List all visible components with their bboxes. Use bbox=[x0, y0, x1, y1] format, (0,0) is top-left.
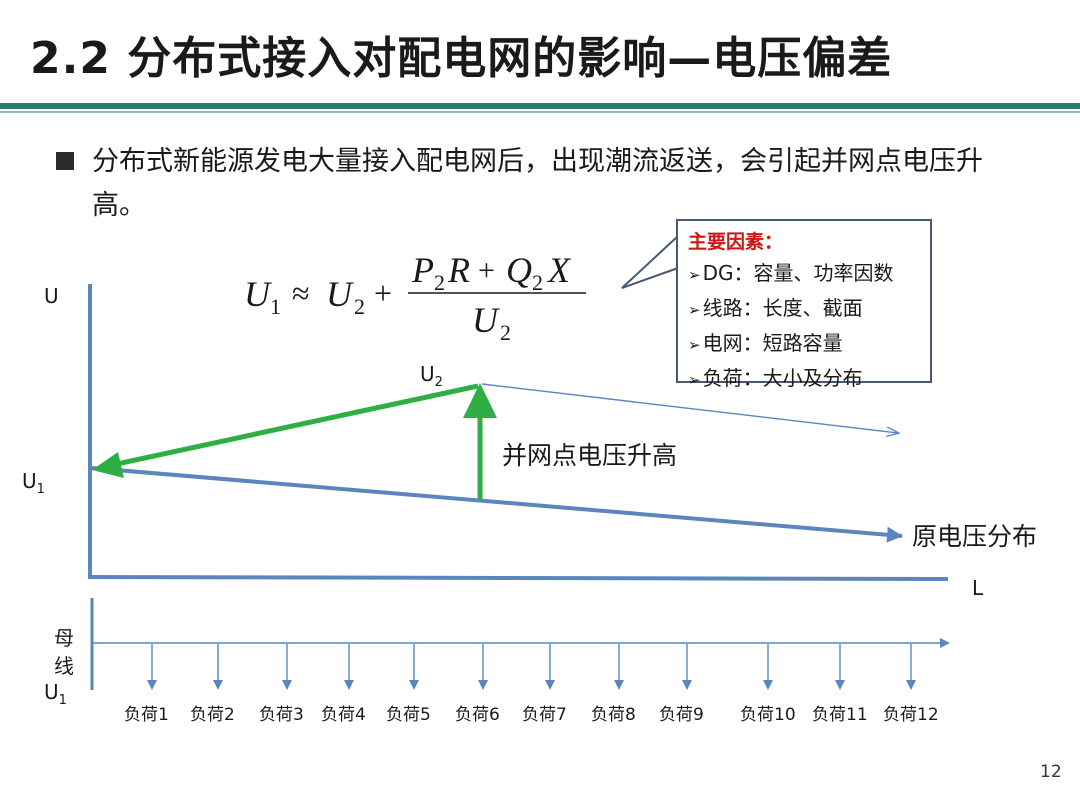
callout-pointer bbox=[621, 235, 679, 289]
load-label: 负荷1 bbox=[124, 705, 169, 725]
load-label: 负荷11 bbox=[812, 705, 868, 725]
load-label: 负荷4 bbox=[321, 705, 366, 725]
load-arrow-head bbox=[763, 680, 773, 690]
load-arrows bbox=[147, 644, 916, 690]
formula-num-plus: + bbox=[478, 254, 495, 287]
factor-item-load: ➢ 负荷：大小及分布 bbox=[688, 366, 863, 390]
arrowhead-icon: ➢ bbox=[688, 266, 701, 284]
bus-label-1: 母 bbox=[54, 626, 74, 650]
u2-label: U2 bbox=[420, 362, 443, 390]
formula-den: U bbox=[472, 300, 500, 340]
rise-arrow-head bbox=[463, 383, 497, 418]
load-label: 负荷2 bbox=[190, 705, 235, 725]
formula-num-p-sub: 2 bbox=[434, 270, 445, 295]
load-label: 负荷5 bbox=[386, 705, 431, 725]
green-voltage-line bbox=[111, 383, 479, 468]
formula-lhs: U bbox=[244, 274, 272, 314]
load-arrow-head bbox=[545, 680, 555, 690]
arrowhead-icon: ➢ bbox=[688, 301, 701, 319]
formula-num-r: R bbox=[447, 250, 470, 290]
load-arrow-head bbox=[614, 680, 624, 690]
bus-label-2: 线 bbox=[54, 654, 74, 678]
formula-den-sub: 2 bbox=[500, 320, 511, 345]
u1-label: U1 bbox=[22, 469, 45, 497]
load-label: 负荷10 bbox=[740, 705, 796, 725]
formula-u2-sub: 2 bbox=[354, 294, 365, 319]
title-divider-thin bbox=[0, 111, 1080, 113]
factor-item-dg: ➢ DG：容量、功率因数 bbox=[688, 261, 894, 285]
formula-num-x: X bbox=[546, 250, 572, 290]
factor-item-grid: ➢ 电网：短路容量 bbox=[688, 331, 843, 355]
formula-num-q-sub: 2 bbox=[532, 270, 543, 295]
original-voltage-line bbox=[91, 466, 903, 543]
x-axis-label: L bbox=[972, 576, 984, 600]
factor-item-line: ➢ 线路：长度、截面 bbox=[688, 296, 863, 320]
formula-lhs-sub: 1 bbox=[270, 294, 281, 319]
x-axis bbox=[87, 575, 949, 581]
formula-u2: U bbox=[326, 274, 354, 314]
arrowhead-icon: ➢ bbox=[688, 336, 701, 354]
title-divider bbox=[0, 103, 1080, 109]
rise-label: 并网点电压升高 bbox=[502, 441, 678, 470]
factors-title: 主要因素： bbox=[688, 231, 784, 253]
page-title: 2.2 分布式接入对配电网的影响—电压偏差 bbox=[30, 33, 893, 84]
y-axis-label: U bbox=[44, 284, 59, 308]
load-arrow-head bbox=[213, 680, 223, 690]
voltage-formula: U 1 ≈ U 2 + P 2 R + Q 2 X U 2 bbox=[244, 250, 586, 345]
formula-num-q: Q bbox=[506, 250, 532, 290]
load-arrow-head bbox=[906, 680, 916, 690]
load-arrow-head bbox=[147, 680, 157, 690]
formula-plus: + bbox=[374, 275, 392, 311]
formula-approx: ≈ bbox=[292, 275, 310, 311]
load-label: 负荷9 bbox=[659, 705, 704, 725]
load-label: 负荷12 bbox=[883, 705, 939, 725]
factors-callout: 主要因素： ➢ DG：容量、功率因数 ➢ 线路：长度、截面 ➢ 电网：短路容量 ➢ 负荷… bbox=[676, 219, 932, 390]
bus-u1-label: U1 bbox=[44, 680, 67, 708]
green-arrow-head bbox=[92, 452, 124, 478]
load-label: 负荷3 bbox=[259, 705, 304, 725]
load-arrow-head bbox=[282, 680, 292, 690]
formula-num-p: P bbox=[411, 250, 434, 290]
load-label: 负荷8 bbox=[591, 705, 636, 725]
original-distribution-label: 原电压分布 bbox=[912, 522, 1038, 551]
bullet-text: 分布式新能源发电大量接入配电网后，出现潮流返送，会引起并网点电压升高。 bbox=[92, 146, 983, 221]
load-arrow-head bbox=[478, 680, 488, 690]
load-arrow-head bbox=[344, 680, 354, 690]
raised-voltage-line bbox=[481, 383, 898, 433]
load-arrow-head bbox=[835, 680, 845, 690]
load-label: 负荷6 bbox=[455, 705, 500, 725]
load-label: 负荷7 bbox=[522, 705, 567, 725]
arrowhead-icon: ➢ bbox=[688, 371, 701, 389]
load-arrow-head bbox=[409, 680, 419, 690]
load-arrow-head bbox=[682, 680, 692, 690]
bullet-square-icon bbox=[56, 152, 74, 170]
page-number: 12 bbox=[1040, 762, 1062, 782]
